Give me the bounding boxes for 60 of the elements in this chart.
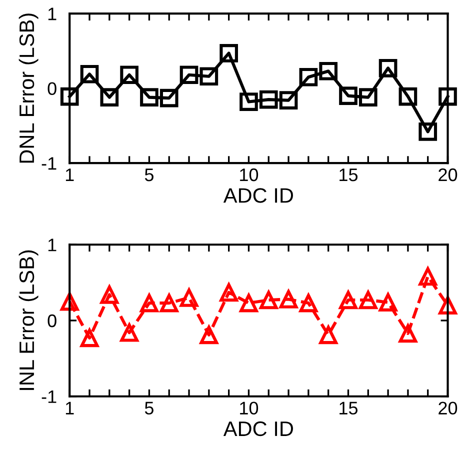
x-axis-title: ADC ID	[223, 188, 293, 203]
point	[200, 67, 218, 86]
x-tick-label: 10	[240, 168, 258, 182]
point	[378, 58, 398, 78]
point	[100, 286, 119, 304]
point	[140, 88, 158, 106]
point	[180, 66, 198, 84]
point	[299, 68, 318, 86]
point	[240, 294, 258, 312]
x-axis-title: ADC ID	[223, 421, 293, 436]
y-tick-label: -1	[42, 157, 56, 170]
point	[60, 87, 79, 106]
point	[299, 294, 318, 312]
point	[358, 88, 378, 106]
point	[160, 88, 178, 108]
y-axis-title: DNL Error (LSB)	[18, 14, 38, 163]
point	[398, 324, 418, 343]
point	[378, 293, 398, 312]
point	[418, 267, 438, 286]
point	[200, 326, 218, 344]
x-tick-label: 1	[66, 402, 74, 414]
x-tick-label: 20	[438, 402, 458, 414]
point	[259, 290, 278, 310]
point	[80, 328, 99, 348]
x-tick-label: 10	[240, 402, 258, 414]
y-tick-label: 1	[48, 8, 56, 20]
point	[319, 326, 338, 344]
point	[339, 290, 358, 310]
point	[398, 87, 418, 106]
y-tick-label: 0	[48, 314, 56, 328]
y-tick-label: -1	[42, 390, 56, 403]
point	[160, 294, 178, 312]
x-tick-label: 15	[340, 402, 358, 414]
point	[279, 290, 298, 308]
x-tick-label: 5	[144, 402, 154, 414]
point	[279, 91, 298, 110]
point	[358, 290, 378, 310]
point	[120, 323, 138, 342]
x-tick-label: 15	[340, 168, 358, 182]
point	[319, 62, 338, 80]
x-tick-label: 20	[438, 168, 458, 182]
point	[180, 288, 198, 307]
point	[339, 86, 358, 105]
point	[60, 292, 79, 311]
point	[220, 44, 238, 62]
y-tick-label: 1	[48, 238, 56, 252]
y-tick-label: 0	[48, 82, 56, 96]
point	[120, 66, 138, 84]
point	[140, 294, 158, 312]
point	[240, 92, 258, 111]
x-tick-label: 5	[144, 168, 154, 182]
point	[418, 122, 438, 141]
point	[259, 90, 278, 109]
point	[220, 283, 238, 302]
point	[438, 87, 457, 106]
x-tick-label: 1	[66, 168, 74, 182]
y-axis-title: INL Error (LSB)	[18, 250, 38, 390]
point	[100, 88, 119, 106]
point	[438, 296, 457, 314]
point	[80, 64, 99, 84]
